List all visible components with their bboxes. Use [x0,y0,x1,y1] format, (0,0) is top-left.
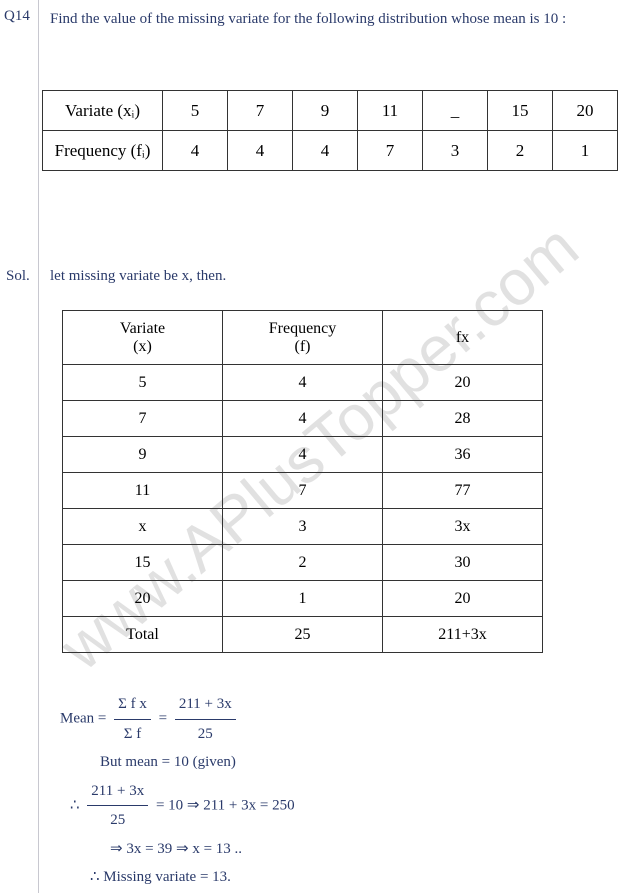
working-line-2: But mean = 10 (given) [100,748,295,777]
working-line-4: ⇒ 3x = 39 ⇒ x = 13 .. [110,835,295,864]
cell: 36 [383,437,543,473]
cell: 4 [223,365,383,401]
solution-label: Sol. [6,268,30,285]
cell: 9 [293,91,358,131]
cell: 3 [423,131,488,171]
numerator: 211 + 3x [175,690,236,720]
cell: Total [63,617,223,653]
working-line-1: Mean = Σ f x Σ f = 211 + 3x 25 [60,690,295,748]
cell: _ [423,91,488,131]
cell: 9 [63,437,223,473]
cell: 3 [223,509,383,545]
row-header: Variate (xᵢ) [43,91,163,131]
cell: 15 [488,91,553,131]
cell: 11 [358,91,423,131]
cell: 20 [383,365,543,401]
cell: 7 [228,91,293,131]
numerator: 211 + 3x [87,777,148,807]
working-line-3: ∴ 211 + 3x 25 = 10 ⇒ 211 + 3x = 250 [70,777,295,835]
cell: 2 [223,545,383,581]
cell: 211+3x [383,617,543,653]
cell: 28 [383,401,543,437]
cell: 77 [383,473,543,509]
denominator: Σ f [114,720,151,749]
distribution-table: Variate (xᵢ) 5 7 9 11 _ 15 20 Frequency … [42,90,618,171]
cell: 20 [63,581,223,617]
cell: 25 [223,617,383,653]
cell: 5 [163,91,228,131]
col-header: Variate (x) [63,311,223,365]
cell: 4 [293,131,358,171]
working-block: Mean = Σ f x Σ f = 211 + 3x 25 But mean … [60,690,295,892]
table-row: Variate (x) Frequency (f) fx [63,311,543,365]
line3-rest: = 10 ⇒ 211 + 3x = 250 [156,797,295,813]
mean-prefix: Mean = [60,710,106,726]
cell: 11 [63,473,223,509]
cell: 4 [223,437,383,473]
cell: 1 [223,581,383,617]
table-row: 7428 [63,401,543,437]
cell: 4 [223,401,383,437]
table-row: 5420 [63,365,543,401]
cell: 5 [63,365,223,401]
working-line-5: ∴ Missing variate = 13. [90,863,295,892]
cell: 15 [63,545,223,581]
cell: 4 [228,131,293,171]
question-text: Find the value of the missing variate fo… [50,8,625,31]
table-row: 15230 [63,545,543,581]
therefore: ∴ [70,797,80,813]
cell: x [63,509,223,545]
total-row: Total25211+3x [63,617,543,653]
col-header: fx [383,311,543,365]
fraction-2: 211 + 3x 25 [175,690,236,748]
cell: 4 [163,131,228,171]
table-row: Variate (xᵢ) 5 7 9 11 _ 15 20 [43,91,618,131]
table-row: 11777 [63,473,543,509]
cell: 30 [383,545,543,581]
fraction-1: Σ f x Σ f [114,690,151,748]
table-row: x33x [63,509,543,545]
equals: = [159,710,167,726]
row-header: Frequency (fᵢ) [43,131,163,171]
denominator: 25 [175,720,236,749]
cell: 7 [223,473,383,509]
denominator: 25 [87,806,148,835]
calculation-table: Variate (x) Frequency (f) fx 5420 7428 9… [62,310,543,653]
margin-line [38,0,39,893]
cell: 2 [488,131,553,171]
cell: 3x [383,509,543,545]
table-row: Frequency (fᵢ) 4 4 4 7 3 2 1 [43,131,618,171]
cell: 7 [358,131,423,171]
question-label: Q14 [4,8,30,25]
cell: 20 [383,581,543,617]
solution-intro: let missing variate be x, then. [50,268,226,285]
cell: 20 [553,91,618,131]
cell: 7 [63,401,223,437]
numerator: Σ f x [114,690,151,720]
fraction-3: 211 + 3x 25 [87,777,148,835]
cell: 1 [553,131,618,171]
table-row: 9436 [63,437,543,473]
table-row: 20120 [63,581,543,617]
col-header: Frequency (f) [223,311,383,365]
